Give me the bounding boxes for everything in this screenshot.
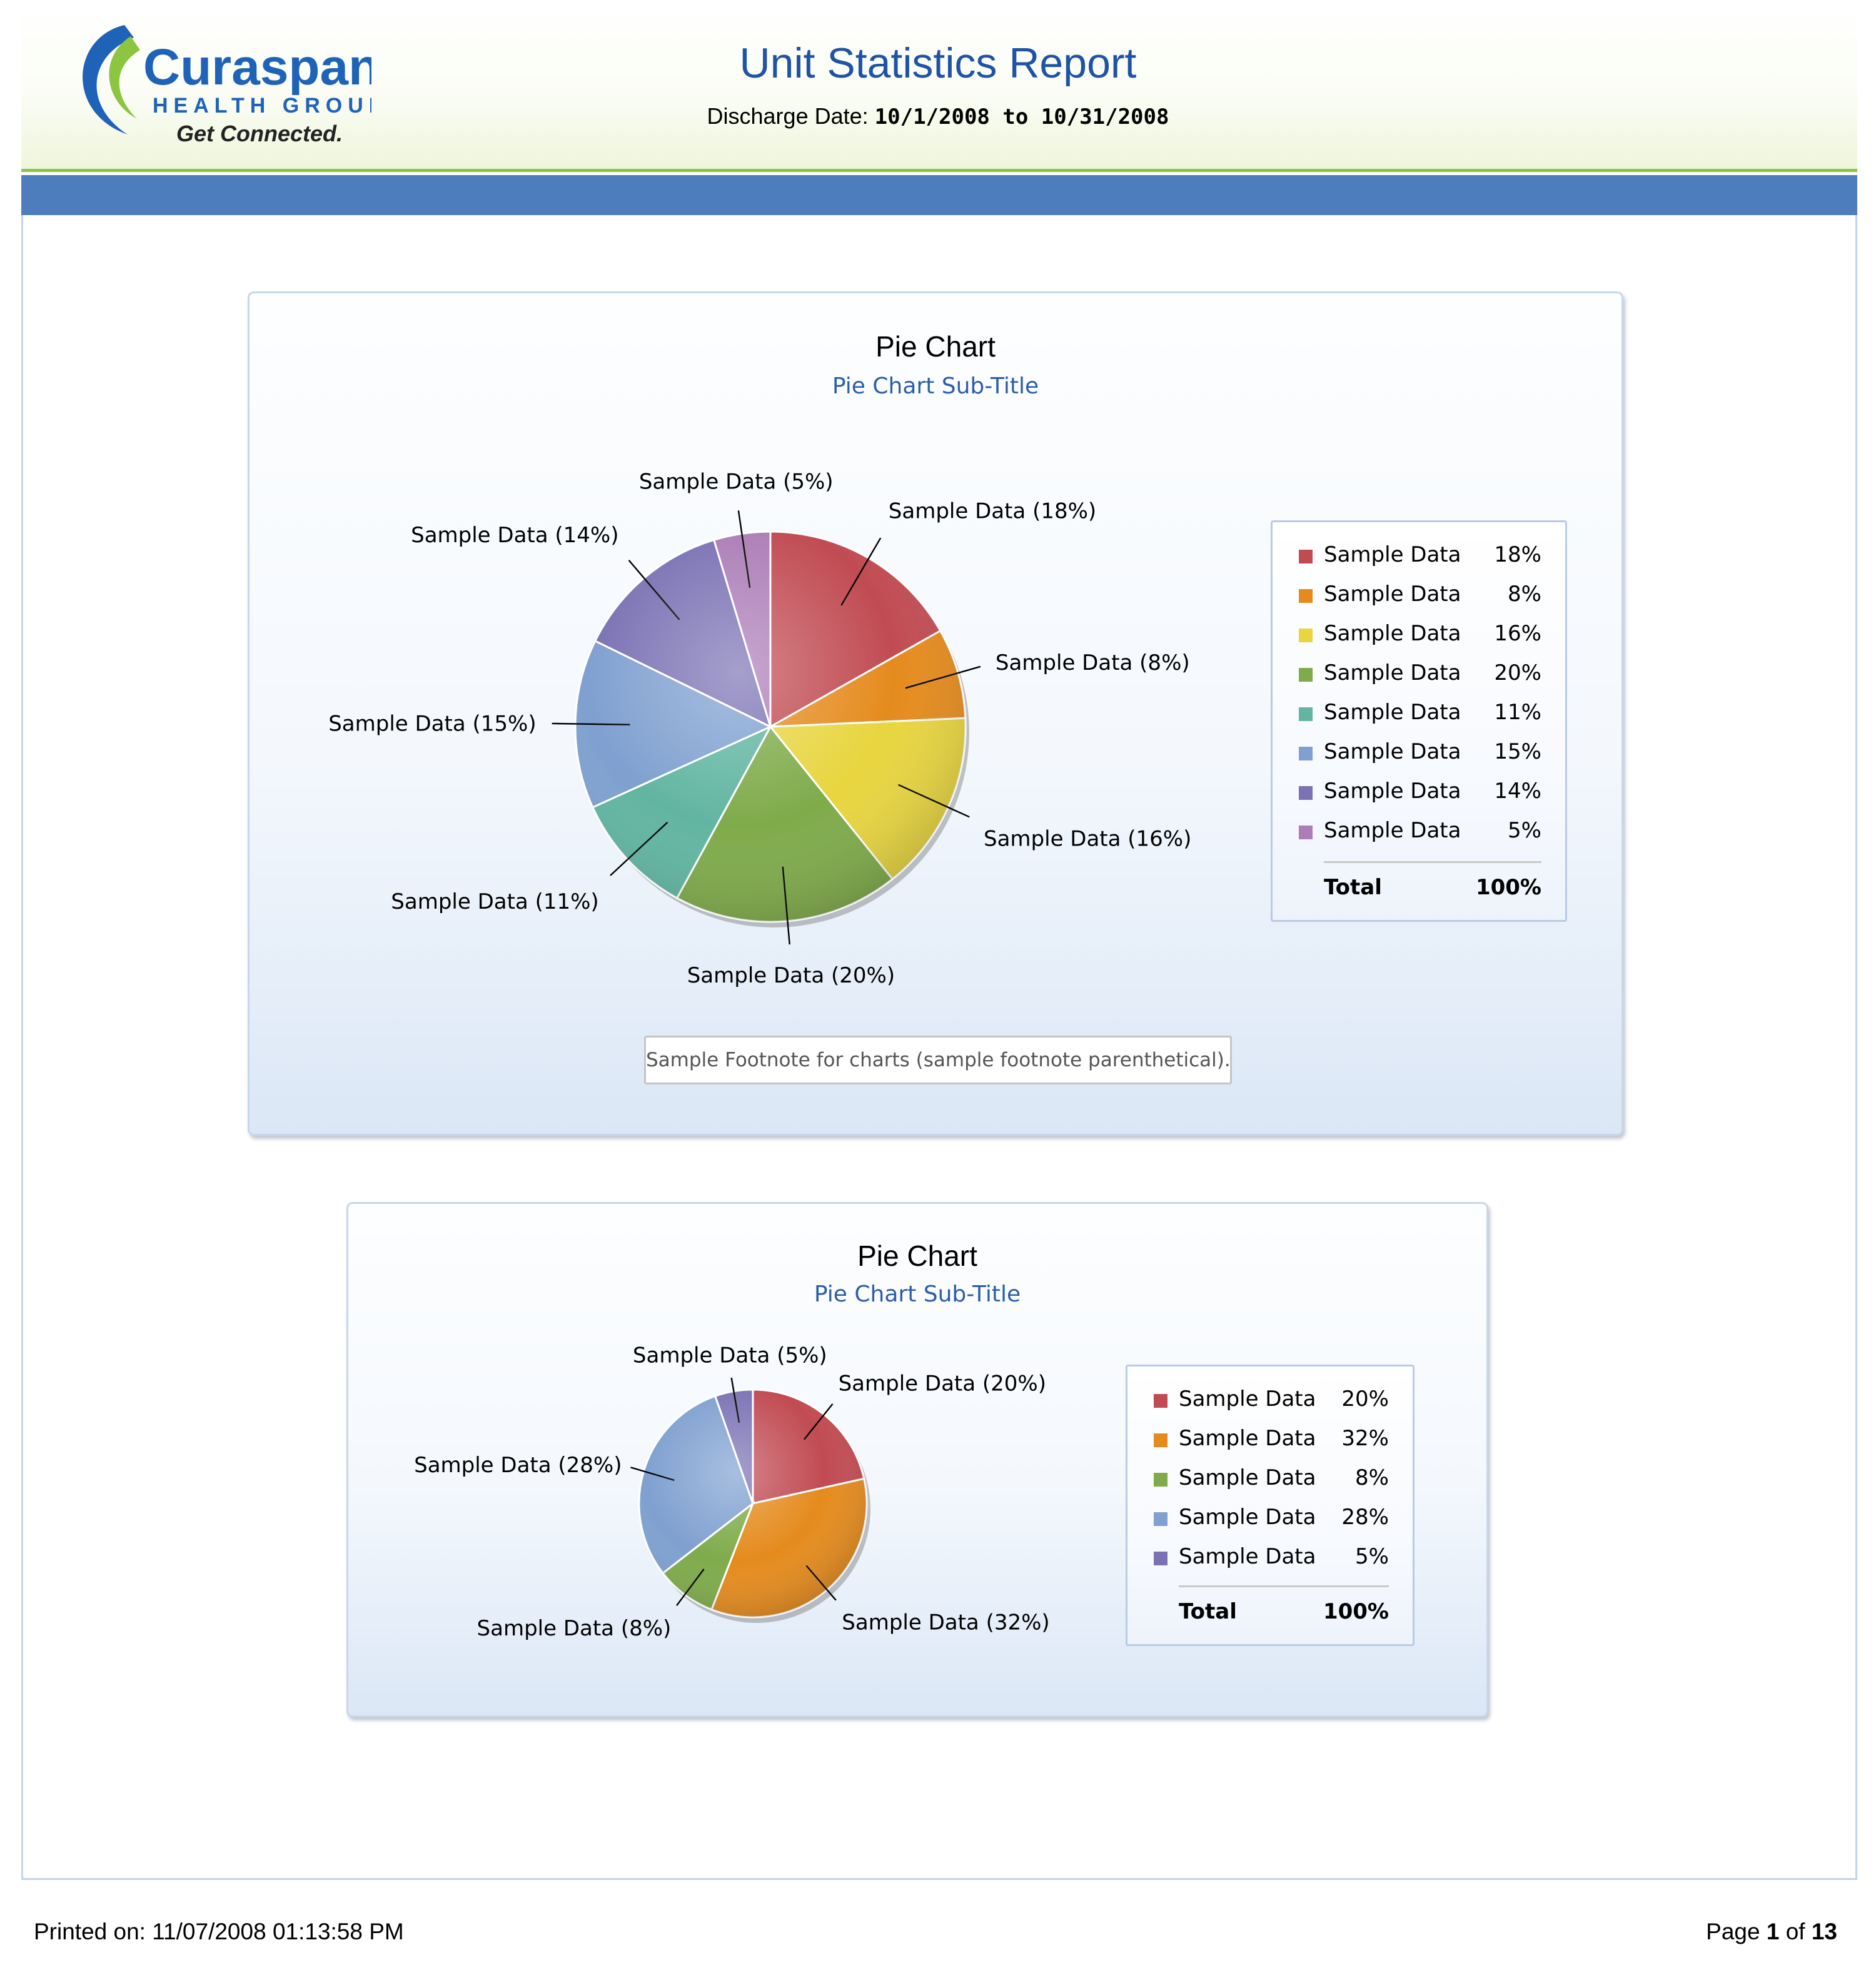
printed-on: Printed on: 11/07/2008 01:13:58 PM xyxy=(34,1919,404,1944)
legend-label: Sample Data xyxy=(1179,1426,1316,1451)
chart-legend-2: Sample Data 20% Sample Data 32% Sample D… xyxy=(1126,1365,1415,1646)
legend-value: 8% xyxy=(1355,1465,1389,1490)
legend-swatch xyxy=(1299,707,1313,721)
legend-item: Sample Data 32% xyxy=(1127,1422,1413,1460)
header-band xyxy=(21,175,1857,215)
legend-swatch xyxy=(1299,747,1313,760)
legend-item: Sample Data 8% xyxy=(1127,1462,1413,1499)
chart-title: Pie Chart xyxy=(875,330,996,363)
slice-label: Sample Data (32%) xyxy=(842,1610,1049,1635)
legend-total-label: Total xyxy=(1324,875,1382,900)
legend-value: 8% xyxy=(1508,582,1541,607)
legend-total-label: Total xyxy=(1179,1599,1237,1624)
chart-subtitle: Pie Chart Sub-Title xyxy=(832,373,1039,399)
legend-swatch xyxy=(1299,589,1313,603)
legend-total-value: 100% xyxy=(1323,1599,1389,1624)
legend-item: Sample Data 8% xyxy=(1273,578,1565,615)
slice-label: Sample Data (15%) xyxy=(328,712,536,737)
legend-item: Sample Data 20% xyxy=(1127,1383,1413,1420)
svg-text:HEALTH GROUP: HEALTH GROUP xyxy=(153,94,371,118)
legend-swatch xyxy=(1299,550,1313,563)
legend-label: Sample Data xyxy=(1324,660,1461,685)
legend-total-value: 100% xyxy=(1475,875,1541,900)
legend-swatch xyxy=(1299,786,1313,800)
legend-swatch xyxy=(1154,1433,1167,1447)
legend-swatch xyxy=(1154,1512,1167,1526)
slice-label: Sample Data (20%) xyxy=(687,963,895,988)
curaspan-logo: Curaspan HEALTH GROUP Get Connected. xyxy=(83,25,371,146)
legend-item: Sample Data 14% xyxy=(1273,775,1565,812)
legend-item: Sample Data 15% xyxy=(1273,735,1565,773)
legend-item: Sample Data 5% xyxy=(1127,1540,1413,1578)
page-label: Page xyxy=(1706,1919,1760,1944)
report-header: Curaspan HEALTH GROUP Get Connected. xyxy=(21,0,1857,172)
svg-text:Get Connected.: Get Connected. xyxy=(176,121,343,146)
legend-label: Sample Data xyxy=(1324,779,1461,804)
legend-item: Sample Data 11% xyxy=(1273,696,1565,734)
legend-swatch xyxy=(1299,629,1313,642)
legend-label: Sample Data xyxy=(1179,1544,1316,1569)
legend-divider xyxy=(1179,1585,1389,1587)
slice-label: Sample Data (14%) xyxy=(411,523,618,548)
chart-footnote: Sample Footnote for charts (sample footn… xyxy=(644,1036,1232,1084)
legend-item: Sample Data 5% xyxy=(1273,814,1565,852)
legend-value: 20% xyxy=(1341,1387,1389,1412)
page-indicator: Page 1 of 13 xyxy=(1706,1919,1837,1945)
legend-value: 5% xyxy=(1355,1544,1389,1569)
legend-item: Sample Data 18% xyxy=(1273,538,1565,576)
legend-value: 15% xyxy=(1494,739,1541,764)
legend-label: Sample Data xyxy=(1324,621,1461,646)
legend-item: Sample Data 28% xyxy=(1127,1501,1413,1538)
legend-value: 18% xyxy=(1494,542,1541,567)
page-current: 1 xyxy=(1766,1919,1780,1944)
slice-label: Sample Data (8%) xyxy=(996,650,1190,675)
discharge-date-range: 10/1/2008 to 10/31/2008 xyxy=(874,104,1169,129)
legend-label: Sample Data xyxy=(1179,1387,1316,1412)
legend-label: Sample Data xyxy=(1179,1465,1316,1490)
legend-item: Sample Data 16% xyxy=(1273,617,1565,655)
legend-swatch xyxy=(1154,1394,1167,1408)
slice-label: Sample Data (20%) xyxy=(839,1371,1046,1397)
report-title: Unit Statistics Report xyxy=(739,39,1137,87)
content-frame xyxy=(21,215,1857,1880)
legend-value: 28% xyxy=(1341,1505,1389,1530)
legend-label: Sample Data xyxy=(1324,818,1461,843)
legend-label: Sample Data xyxy=(1324,739,1461,764)
legend-swatch xyxy=(1299,668,1313,682)
slice-label: Sample Data (28%) xyxy=(414,1453,622,1478)
legend-swatch xyxy=(1154,1552,1167,1565)
pie-chart-1: Sample Data (18%) Sample Data (8%) Sample … xyxy=(328,470,1191,988)
legend-item: Sample Data 20% xyxy=(1273,657,1565,694)
slice-label: Sample Data (11%) xyxy=(391,889,598,914)
legend-swatch xyxy=(1154,1473,1167,1487)
slice-label: Sample Data (8%) xyxy=(477,1616,672,1641)
chart-subtitle: Pie Chart Sub-Title xyxy=(814,1281,1021,1307)
legend-label: Sample Data xyxy=(1324,542,1461,567)
slice-label: Sample Data (5%) xyxy=(633,1343,827,1368)
chart-legend-1: Sample Data 18% Sample Data 8% Sample Da… xyxy=(1271,520,1567,922)
legend-value: 11% xyxy=(1494,700,1541,725)
legend-divider xyxy=(1324,861,1541,863)
page-total: 13 xyxy=(1811,1919,1837,1944)
slice-label: Sample Data (18%) xyxy=(889,499,1096,524)
slice-label: Sample Data (16%) xyxy=(984,827,1191,852)
legend-label: Sample Data xyxy=(1324,582,1461,607)
page-of: of xyxy=(1785,1919,1805,1944)
chart-title: Pie Chart xyxy=(857,1240,977,1272)
svg-text:Curaspan: Curaspan xyxy=(143,39,371,96)
legend-label: Sample Data xyxy=(1324,700,1461,725)
legend-value: 32% xyxy=(1341,1426,1389,1451)
legend-swatch xyxy=(1299,826,1313,839)
legend-value: 5% xyxy=(1508,818,1541,843)
legend-value: 14% xyxy=(1494,779,1541,804)
discharge-date-label: Discharge Date: xyxy=(707,103,869,129)
legend-label: Sample Data xyxy=(1179,1505,1316,1530)
legend-value: 16% xyxy=(1494,621,1541,646)
slice-label: Sample Data (5%) xyxy=(639,470,834,495)
discharge-date: Discharge Date: 10/1/2008 to 10/31/2008 xyxy=(0,103,1876,129)
legend-value: 20% xyxy=(1494,660,1541,685)
pie-chart-2: Sample Data (20%) Sample Data (32%) Sample… xyxy=(414,1343,1050,1641)
